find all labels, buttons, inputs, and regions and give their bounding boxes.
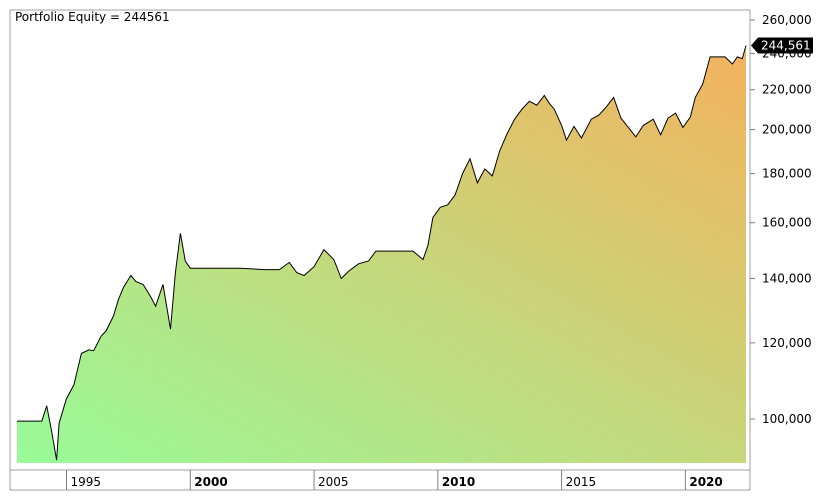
x-axis: 1995 2000 2005 2010 2015 2020: [66, 470, 723, 490]
y-tick-label: 260,000: [762, 13, 812, 27]
x-tick-label: 2005: [318, 475, 349, 489]
y-tick-label: 120,000: [762, 336, 812, 350]
x-tick-label: 2020: [689, 475, 722, 489]
x-tick-label: 2000: [194, 475, 227, 489]
x-tick-label: 1995: [71, 475, 102, 489]
y-tick-label: 100,000: [762, 412, 812, 426]
last-value-label: 244,561: [761, 39, 811, 53]
y-axis: 100,000 120,000 140,000 160,000 180,000 200,0…: [750, 13, 812, 426]
x-axis-frame: [9, 469, 751, 491]
y-tick-label: 220,000: [762, 83, 812, 97]
y-tick-label: 140,000: [762, 271, 812, 285]
equity-area-fill: [17, 45, 746, 463]
y-tick-label: 200,000: [762, 123, 812, 137]
y-tick-label: 180,000: [762, 167, 812, 181]
last-value-badge: [751, 37, 813, 54]
equity-line: [17, 45, 747, 461]
equity-area-layer: [17, 45, 747, 463]
y-tick-label: 160,000: [762, 216, 812, 230]
x-tick-label: 2015: [566, 475, 597, 489]
x-tick-label: 2010: [442, 475, 475, 489]
chart-title: Portfolio Equity = 244561: [15, 10, 170, 24]
last-value-marker: 244,561: [751, 37, 813, 54]
